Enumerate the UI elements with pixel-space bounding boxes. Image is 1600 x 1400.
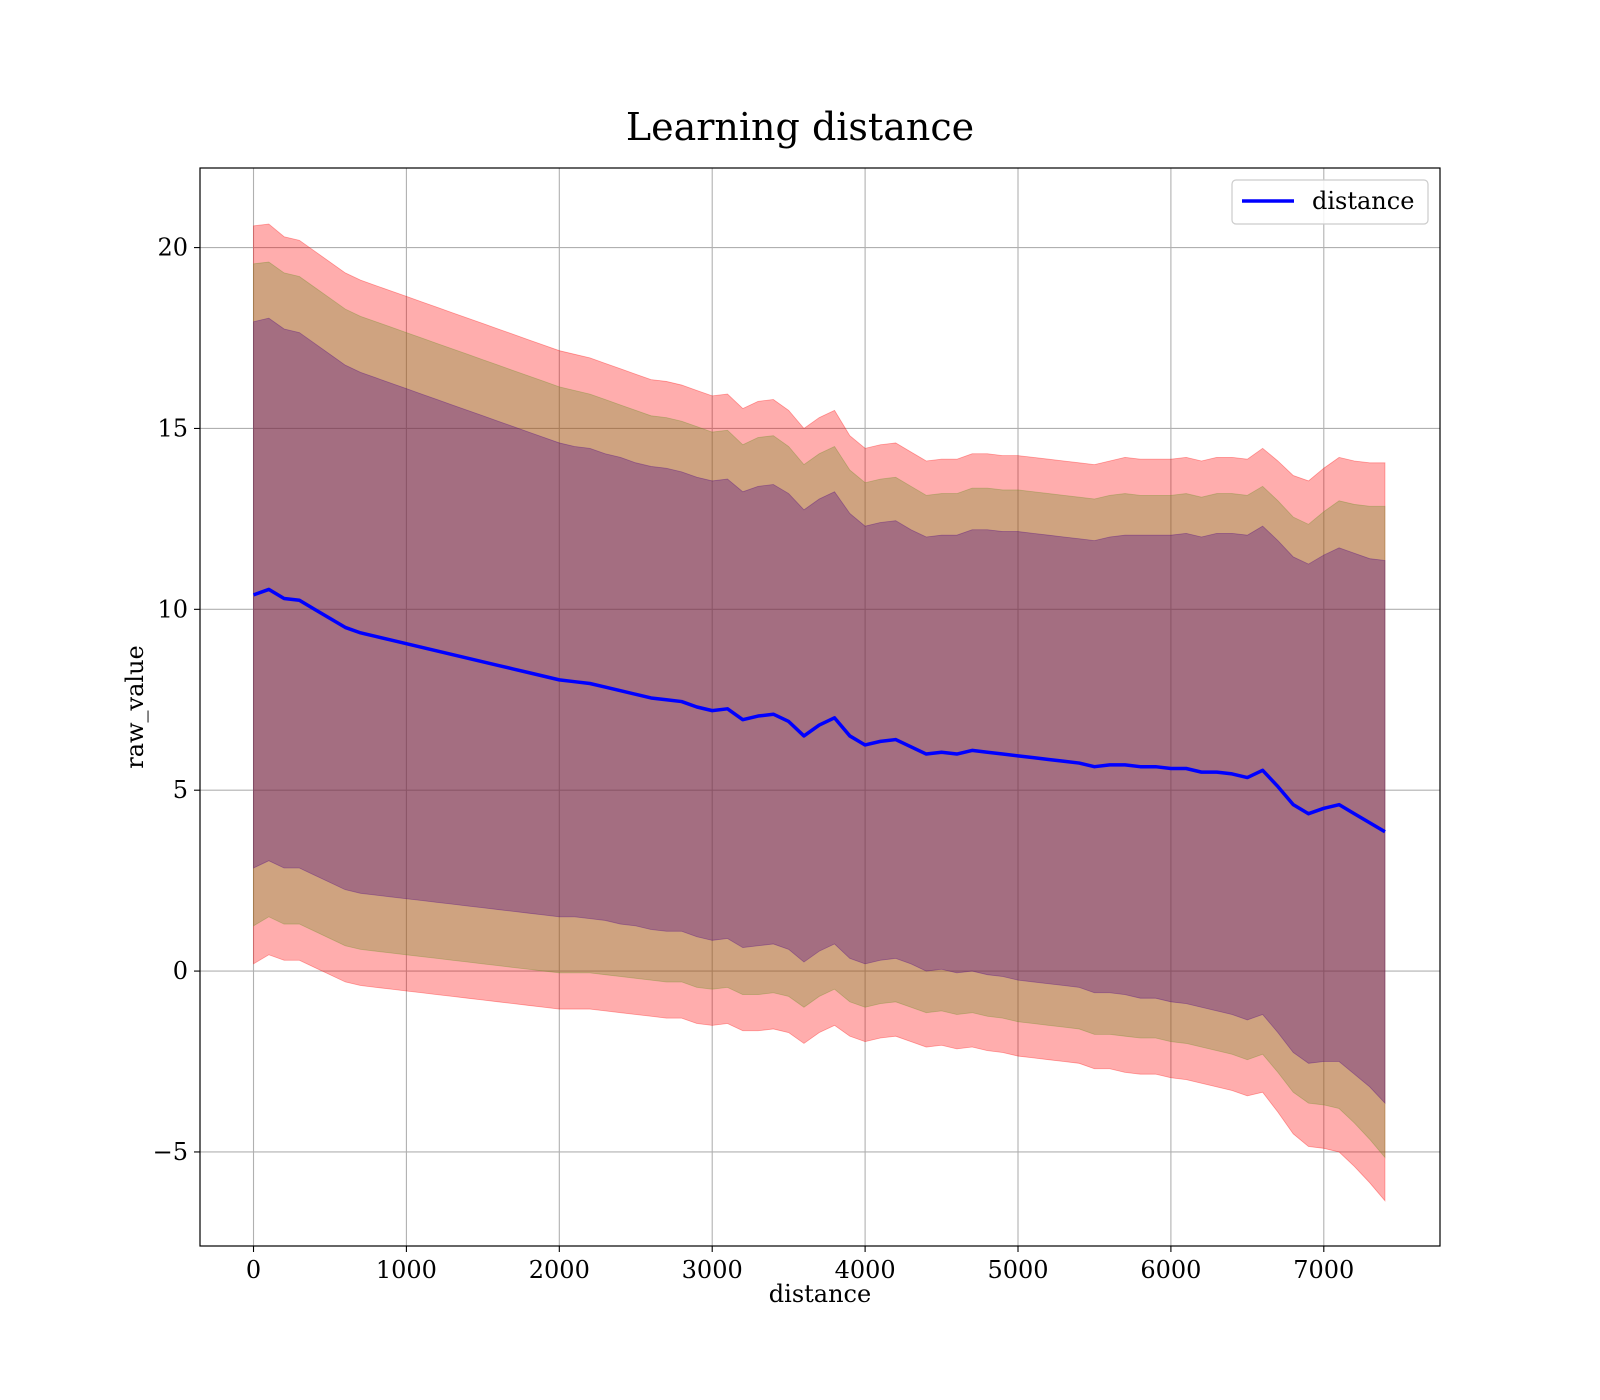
y-tick-label-1: 0 [173,957,188,985]
x-tick-label-3: 3000 [682,1256,743,1284]
band-outer [253,223,1386,1202]
chart-title: Learning distance [626,105,974,149]
y-tick-label-5: 20 [157,234,188,262]
y-tick-label-2: 5 [173,776,188,804]
x-axis-ticks: 0 1000 2000 3000 4000 5000 6000 7000 [246,1246,1354,1284]
y-axis-ticks: −5 0 5 10 15 20 [153,234,200,1166]
x-tick-label-7: 7000 [1293,1256,1354,1284]
x-tick-label-1: 1000 [376,1256,437,1284]
band-inner [253,317,1386,1105]
x-tick-label-0: 0 [246,1256,261,1284]
x-tick-label-6: 6000 [1140,1256,1201,1284]
legend: distance [1231,179,1429,225]
x-axis-label: distance [769,1280,871,1308]
x-tick-label-4: 4000 [835,1256,896,1284]
band-middle [253,261,1386,1159]
plot-area [200,168,1440,1246]
y-tick-label-0: −5 [153,1138,188,1166]
legend-label-distance: distance [1312,187,1414,215]
x-tick-label-5: 5000 [987,1256,1048,1284]
y-tick-label-4: 15 [157,414,188,442]
x-tick-label-2: 2000 [529,1256,590,1284]
legend-box [1231,179,1429,225]
y-axis-label: raw_value [121,645,149,769]
series-line-distance [252,587,1386,834]
y-tick-label-3: 10 [157,595,188,623]
plot-frame [199,167,1441,1247]
